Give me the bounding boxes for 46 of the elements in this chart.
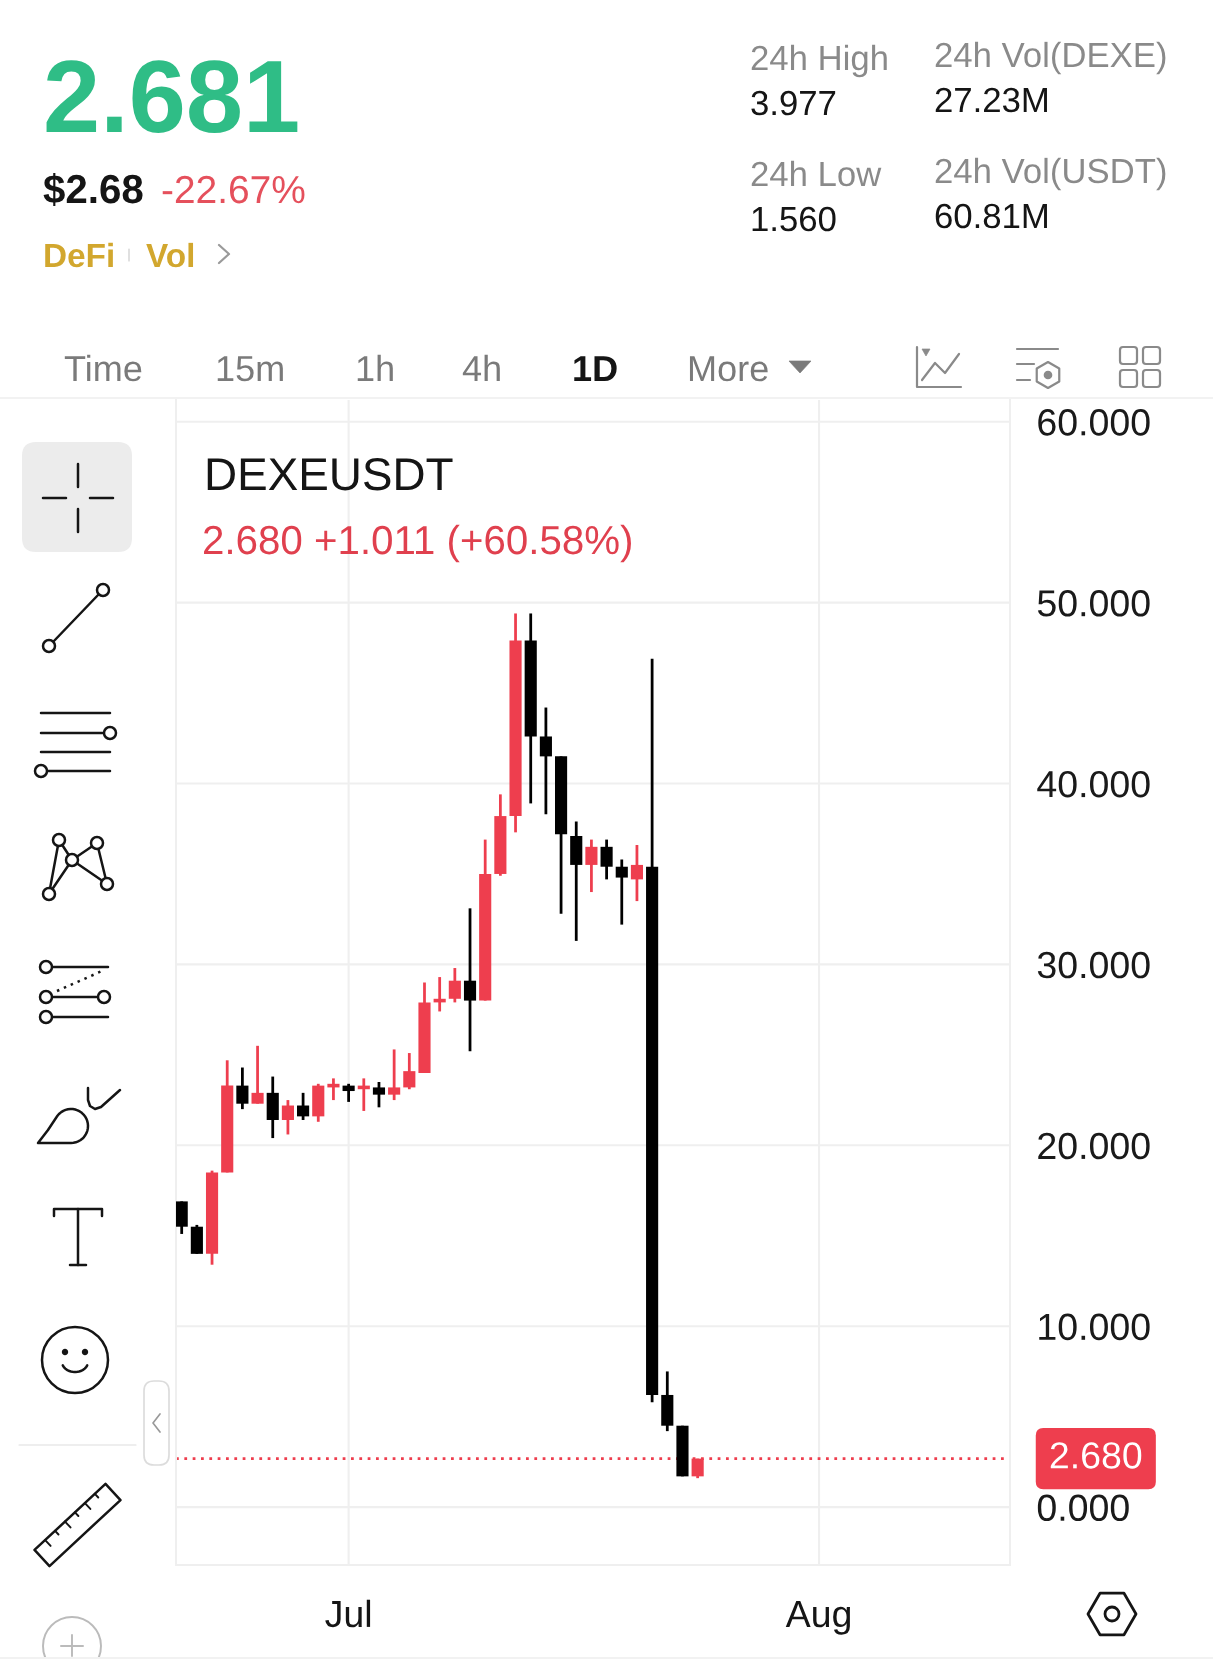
candlestick	[585, 838, 598, 894]
candlestick	[463, 906, 477, 1053]
candlestick	[448, 966, 461, 1004]
candlestick	[251, 1044, 264, 1106]
y-tick-label: 30.000	[1037, 951, 1150, 979]
text: 24h High	[751, 44, 887, 78]
y-tick-label: 60.000	[1038, 409, 1150, 436]
candlestick	[615, 858, 628, 926]
text: 1D	[574, 356, 617, 381]
text: Time	[64, 354, 142, 382]
candlestick	[403, 1051, 416, 1091]
y-tick-label: 10.000	[1039, 1313, 1150, 1341]
text: 3.977	[751, 90, 836, 116]
text: Vol	[146, 242, 194, 268]
candlestick	[600, 838, 613, 881]
text: 4h	[462, 354, 500, 381]
text: 1h	[357, 354, 393, 381]
text: 24h Low	[751, 160, 882, 187]
text: More	[689, 356, 768, 382]
candlestick	[388, 1048, 401, 1102]
candlestick	[281, 1098, 294, 1136]
text: 60.81M	[935, 203, 1047, 229]
candlestick	[236, 1066, 249, 1111]
text: 1.560	[752, 206, 836, 232]
text: 27.23M	[935, 87, 1047, 113]
y-tick-label: 50.000	[1037, 590, 1150, 617]
text: 24h Vol(DEXE)	[935, 41, 1166, 75]
ref-line-label: 2.680	[1050, 1442, 1142, 1469]
candlestick	[372, 1080, 386, 1109]
text: DEXEUSDT	[207, 458, 453, 491]
x-tick-label: Jul	[325, 1599, 371, 1628]
x-tick-label: Aug	[785, 1601, 850, 1635]
y-tick-label: 40.000	[1037, 770, 1150, 798]
text: -22.67%	[162, 175, 305, 204]
text: 15m	[217, 356, 283, 382]
text: 2.681	[46, 60, 298, 134]
candlestick	[297, 1091, 310, 1122]
y-tick-label: 20.000	[1038, 1132, 1150, 1160]
text: 24h Vol(USDT)	[935, 157, 1166, 191]
candlestick	[630, 843, 644, 903]
text: $2.68	[43, 173, 143, 206]
y-tick-label: 0.000	[1037, 1494, 1129, 1522]
text: 2.680 +1.011 (+60.58%)	[204, 524, 631, 563]
candlestick	[539, 706, 552, 816]
text: DeFi	[45, 242, 113, 268]
candlestick	[342, 1082, 355, 1104]
